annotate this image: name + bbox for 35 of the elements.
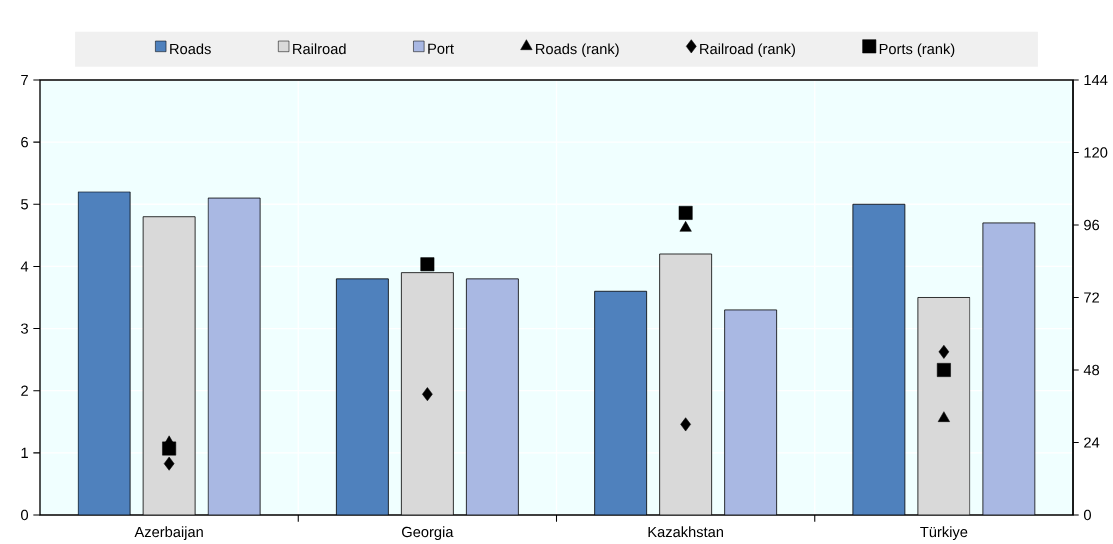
point bbox=[420, 257, 435, 271]
y-tick-label: 0 bbox=[21, 509, 29, 520]
y-tick-label: 7 bbox=[21, 74, 28, 85]
legend-label: Ports (rank) bbox=[879, 43, 955, 57]
point bbox=[678, 205, 693, 220]
x-tick-label: Kazakhstan bbox=[648, 526, 723, 537]
point bbox=[936, 362, 951, 377]
point bbox=[679, 220, 692, 232]
point bbox=[422, 386, 433, 401]
y2-tick-label: 24 bbox=[1084, 437, 1100, 448]
legend-label: Roads bbox=[170, 43, 211, 54]
y-tick-label: 6 bbox=[21, 136, 28, 148]
y-tick-label: 3 bbox=[21, 323, 28, 334]
y2-tick-label: 48 bbox=[1083, 364, 1100, 375]
point bbox=[162, 441, 177, 456]
y-tick-label: 4 bbox=[20, 261, 29, 272]
y2-tick-label: 120 bbox=[1084, 147, 1108, 158]
x-tick-label: Georgia bbox=[402, 526, 454, 540]
point bbox=[938, 344, 950, 359]
y2-tick-label: 96 bbox=[1084, 219, 1100, 230]
y-tick-label: 2 bbox=[21, 385, 28, 396]
x-tick-label: Türkiye bbox=[920, 526, 968, 540]
legend-label: Port bbox=[428, 43, 454, 54]
legend-label: Roads (rank) bbox=[536, 43, 619, 57]
legend-label: Railroad (rank) bbox=[700, 43, 795, 57]
point bbox=[937, 411, 950, 422]
y-tick-label: 5 bbox=[21, 198, 28, 210]
y-tick-label: 1 bbox=[21, 447, 28, 458]
y2-tick-label: 144 bbox=[1084, 74, 1108, 85]
y2-tick-label: 0 bbox=[1083, 509, 1091, 520]
y2-tick-label: 72 bbox=[1084, 292, 1099, 303]
legend-label: Railroad bbox=[293, 43, 346, 54]
point bbox=[163, 456, 175, 471]
point bbox=[680, 417, 691, 432]
x-tick-label: Azerbaijan bbox=[134, 526, 203, 540]
